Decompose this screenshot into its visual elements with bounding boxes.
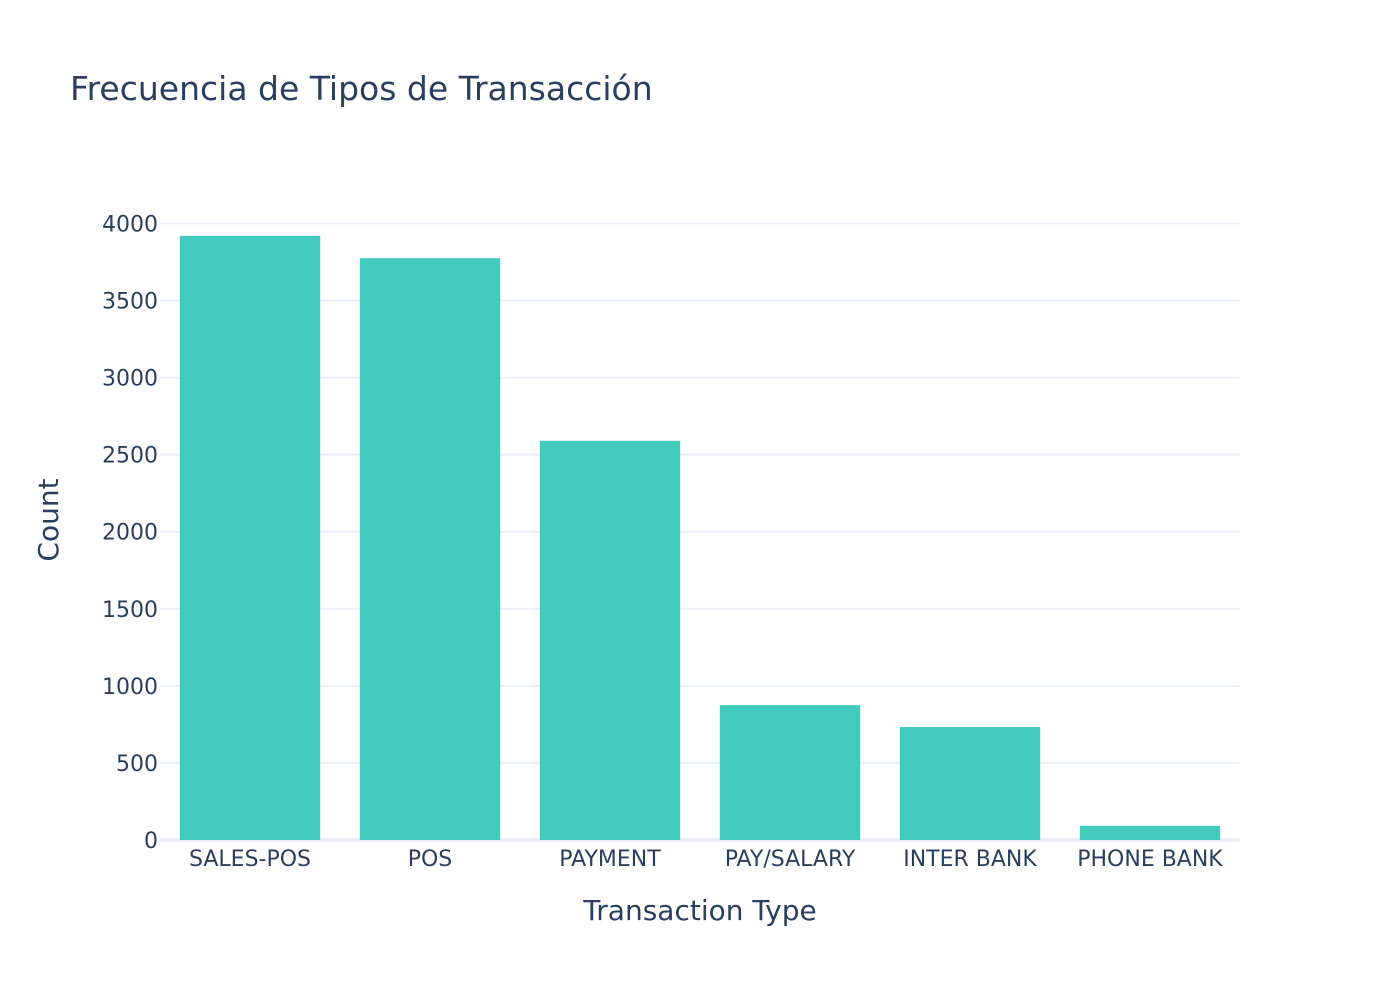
gridlines (160, 222, 1240, 842)
y-tick-label: 1000 (102, 675, 158, 700)
bar (719, 705, 861, 840)
y-tick-label: 3500 (102, 290, 158, 315)
y-tick-label: 2500 (102, 444, 158, 469)
y-tick-label: 1500 (102, 598, 158, 623)
x-tick-label: POS (408, 847, 453, 872)
x-tick-label: INTER BANK (903, 847, 1037, 872)
y-tick-label: 4000 (102, 212, 158, 237)
x-tick-label: PAY/SALARY (725, 847, 856, 872)
chart-title: Frecuencia de Tipos de Transacción (70, 69, 653, 108)
x-tick-labels: SALES-POS POS PAYMENT PAY/SALARY INTER BANK P… (189, 847, 1223, 872)
y-tick-label: 0 (144, 829, 158, 854)
x-tick-label: PAYMENT (559, 847, 661, 872)
bar (899, 727, 1041, 840)
bar (359, 258, 501, 840)
bar (539, 440, 681, 840)
bar (1079, 825, 1221, 840)
x-axis-title: Transaction Type (582, 894, 816, 927)
y-tick-label: 3000 (102, 367, 158, 392)
x-tick-label: PHONE BANK (1077, 847, 1223, 872)
x-tick-label: SALES-POS (189, 847, 311, 872)
bars (179, 235, 1221, 840)
y-axis-title: Count (32, 478, 65, 561)
y-tick-label: 2000 (102, 521, 158, 546)
bar (179, 235, 321, 840)
y-tick-labels: 0 500 1000 1500 2000 2500 3000 3500 4000 (102, 212, 158, 854)
y-tick-label: 500 (116, 752, 158, 777)
